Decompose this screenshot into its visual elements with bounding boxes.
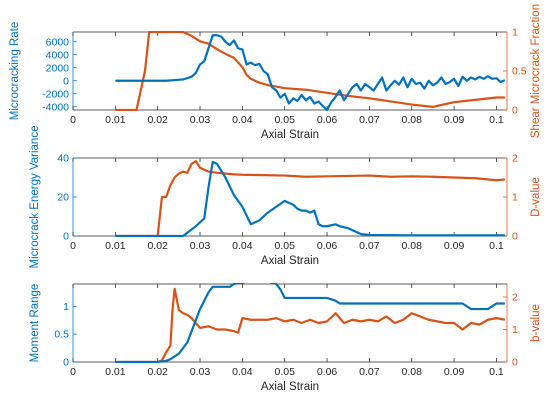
x-tick-label: 0.1 (489, 114, 504, 126)
right-y-tick-label: 1 (512, 27, 518, 39)
right-y-tick-label: 0 (512, 231, 518, 243)
chart-panel-3: 0 0.01 0.02 0.03 0.04 0.05 0.06 0.07 0.08 0.09 0.1… (29, 283, 542, 393)
x-tick-label: 0.03 (190, 240, 211, 252)
left-y-axis-title: Moment Range (29, 284, 41, 363)
left-y-tick-label: -4000 (42, 101, 69, 113)
right-series-line (115, 31, 505, 111)
x-tick-label: 0 (70, 240, 76, 252)
right-y-tick-label: 1 (512, 324, 518, 336)
right-y-tick-label: 2 (512, 153, 518, 165)
x-tick-label: 0.08 (402, 114, 423, 126)
right-y-tick-label: 0.5 (512, 66, 527, 78)
left-y-tick-label: 40 (57, 153, 69, 165)
x-tick-label: 0.05 (274, 240, 295, 252)
x-tick-label: 0.07 (359, 114, 380, 126)
left-y-tick-label: 4000 (46, 49, 70, 61)
right-series-line (115, 287, 506, 363)
left-y-tick-label: 0 (63, 231, 69, 243)
x-tick-label: 0.09 (444, 366, 465, 378)
x-tick-label: 0 (70, 366, 76, 378)
x-tick-label: 0.1 (489, 240, 504, 252)
x-tick-label: 0.02 (147, 366, 168, 378)
left-y-tick-label: 2000 (46, 62, 70, 74)
x-tick-label: 0.08 (402, 240, 423, 252)
x-tick-label: 0.07 (359, 240, 380, 252)
left-y-tick-label: 20 (57, 192, 69, 204)
left-series-line (115, 160, 505, 237)
right-y-tick-label: 1 (512, 192, 518, 204)
right-y-axis-title: Shear Microcrack Fraction (530, 4, 542, 138)
left-y-tick-label: 0 (63, 357, 69, 369)
chart-panel-2: 0 0.01 0.02 0.03 0.04 0.05 0.06 0.07 0.08 0.09 0.1… (29, 126, 542, 269)
x-tick-label: 0.08 (402, 366, 423, 378)
left-y-tick-label: 6000 (46, 36, 70, 48)
right-series-line (115, 160, 505, 237)
left-series-line (115, 283, 505, 363)
x-tick-label: 0.1 (489, 366, 504, 378)
chart-panel-1: 0 0.01 0.02 0.03 0.04 0.05 0.06 0.07 0.08 0.09 0.1… (9, 4, 542, 141)
x-tick-label: 0.02 (147, 114, 168, 126)
left-y-axis-title: Microcracking Rate (9, 22, 21, 120)
x-tick-label: 0.03 (190, 366, 211, 378)
x-tick-label: 0.04 (232, 114, 253, 126)
x-tick-label: 0.05 (274, 366, 295, 378)
right-y-tick-label: 0 (512, 105, 518, 117)
right-y-tick-label: 2 (512, 292, 518, 304)
left-y-tick-label: 1 (63, 301, 69, 313)
x-tick-label: 0.05 (274, 114, 295, 126)
x-tick-label: 0 (70, 114, 76, 126)
x-tick-label: 0.01 (105, 366, 126, 378)
x-tick-label: 0.04 (232, 366, 253, 378)
left-y-tick-label: 0 (63, 75, 69, 87)
left-y-axis-title: Microcrack Energy Variance (29, 126, 41, 269)
left-series-line (115, 34, 506, 111)
right-y-axis-title: b-value (530, 304, 542, 342)
x-tick-label: 0.01 (105, 240, 126, 252)
x-tick-label: 0.03 (190, 114, 211, 126)
x-tick-label: 0.06 (317, 240, 338, 252)
x-tick-label: 0.04 (232, 240, 253, 252)
x-tick-label: 0.01 (105, 114, 126, 126)
right-y-tick-label: 0 (512, 357, 518, 369)
x-tick-label: 0.06 (317, 366, 338, 378)
x-axis-title: Axial Strain (261, 381, 319, 393)
x-tick-label: 0.09 (444, 114, 465, 126)
x-axis-title: Axial Strain (261, 255, 319, 267)
x-tick-label: 0.09 (444, 240, 465, 252)
left-y-tick-label: -2000 (42, 88, 69, 100)
x-tick-label: 0.07 (359, 366, 380, 378)
left-y-tick-label: 0.5 (54, 329, 69, 341)
x-tick-label: 0.06 (317, 114, 338, 126)
right-y-axis-title: D-value (530, 177, 542, 217)
x-axis-title: Axial Strain (261, 129, 319, 141)
x-tick-label: 0.02 (147, 240, 168, 252)
